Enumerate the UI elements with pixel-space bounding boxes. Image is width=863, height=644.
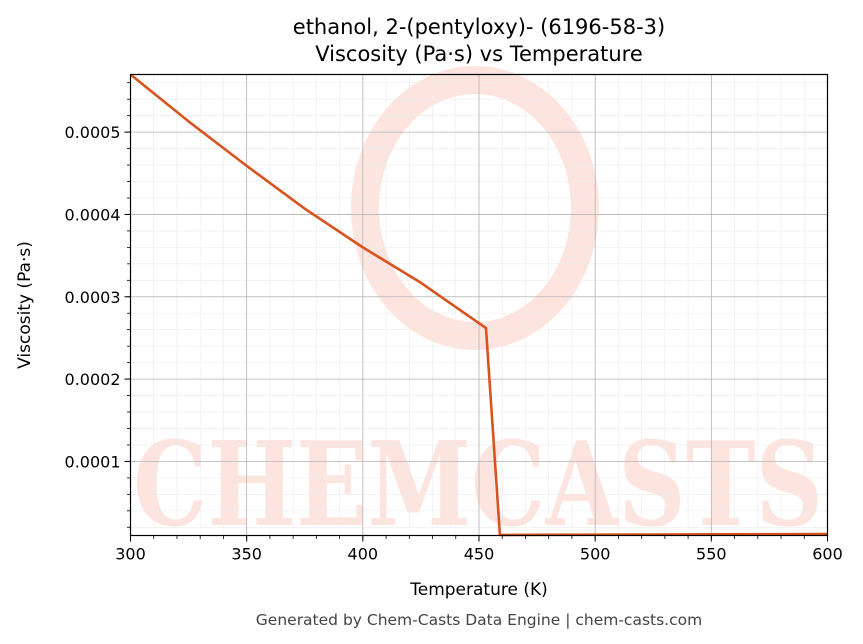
watermark-text: CHEMCASTS	[133, 417, 823, 553]
x-tick-label: 600	[812, 545, 843, 564]
y-tick-label: 0.0004	[65, 205, 121, 224]
x-tick-label: 500	[580, 545, 611, 564]
footer-credit: Generated by Chem-Casts Data Engine | ch…	[256, 611, 702, 629]
series-line	[129, 73, 828, 537]
x-tick-label: 350	[231, 545, 262, 564]
series-layer	[129, 73, 828, 537]
y-tick-label: 0.0001	[65, 452, 121, 471]
x-tick-label: 550	[696, 545, 727, 564]
chart-subtitle: Viscosity (Pa·s) vs Temperature	[315, 42, 643, 66]
x-tick-label: 450	[464, 545, 495, 564]
y-tick-label: 0.0003	[65, 288, 121, 307]
watermark: CHEMCASTS	[133, 66, 823, 553]
chart-title: ethanol, 2-(pentyloxy)- (6196-58-3)	[293, 15, 665, 39]
x-tick-label: 400	[348, 545, 379, 564]
y-tick-label: 0.0005	[65, 123, 121, 142]
watermark-logo-icon	[351, 66, 599, 350]
x-axis-label: Temperature (K)	[409, 580, 548, 600]
x-tick-label: 300	[115, 545, 146, 564]
y-axis-label: Viscosity (Pa·s)	[15, 241, 35, 369]
ticks-layer: 300 350 400 450 500 550 600 0.0001 0.0002 0.0003 0…	[65, 82, 843, 564]
y-tick-label: 0.0002	[65, 370, 121, 389]
